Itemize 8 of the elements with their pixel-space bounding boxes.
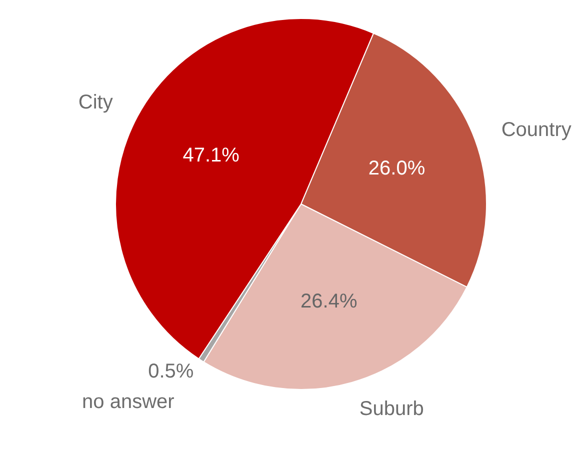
data-label: 26.4%	[300, 290, 358, 313]
slice-label: Suburb	[359, 398, 424, 420]
slice-label: no answer	[82, 391, 175, 414]
data-label: 0.5%	[148, 360, 194, 383]
slice-label: City	[78, 92, 113, 114]
data-label: 26.0%	[368, 157, 426, 180]
slice-label: Country	[501, 118, 572, 141]
data-label: 47.1%	[182, 144, 240, 166]
